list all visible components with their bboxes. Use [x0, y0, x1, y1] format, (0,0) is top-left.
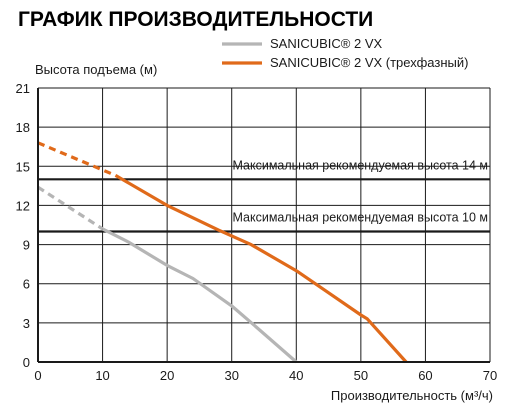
x-tick-label: 50: [354, 368, 368, 383]
y-tick-label: 3: [23, 316, 30, 331]
x-tick-label: 60: [418, 368, 432, 383]
legend-label: SANICUBIC® 2 VX (трехфазный): [270, 55, 468, 70]
x-tick-label: 70: [483, 368, 497, 383]
series-line: [114, 174, 408, 364]
y-tick-label: 9: [23, 238, 30, 253]
chart-grid: [37, 87, 491, 363]
x-tick-label: 0: [34, 368, 41, 383]
chart-title: ГРАФИК ПРОИЗВОДИТЕЛЬНОСТИ: [18, 8, 373, 31]
series-line: [101, 227, 298, 364]
y-tick-label: 0: [23, 355, 30, 370]
y-tick-label: 6: [23, 277, 30, 292]
reference-line-label: Максимальная рекомендуемая высота 10 м: [232, 211, 488, 225]
y-axis-label: Высота подъема (м): [35, 62, 157, 77]
y-tick-label: 12: [16, 198, 30, 213]
series-line-extrapolated: [37, 185, 104, 231]
y-tick-label: 18: [16, 120, 30, 135]
legend-label: SANICUBIC® 2 VX: [270, 36, 382, 51]
x-tick-label: 10: [95, 368, 109, 383]
chart-legend: SANICUBIC® 2 VX SANICUBIC® 2 VX (трехфазн…: [222, 36, 468, 70]
x-tick-label: 20: [160, 368, 174, 383]
x-tick-label: 30: [224, 368, 238, 383]
series-line-extrapolated: [37, 141, 117, 177]
y-tick-label: 15: [16, 159, 30, 174]
reference-line-label: Максимальная рекомендуемая высота 14 м: [232, 158, 488, 172]
chart-axes: 0 10 20 30 40 50 60 70 0 3 6 9 12 15 18 21: [16, 81, 498, 383]
chart-series: [37, 141, 408, 364]
y-tick-label: 21: [16, 81, 30, 96]
x-axis-label: Производительность (м³/ч): [331, 388, 493, 403]
reference-lines: Максимальная рекомендуемая высота 14 м Ма…: [38, 158, 490, 233]
x-tick-label: 40: [289, 368, 303, 383]
